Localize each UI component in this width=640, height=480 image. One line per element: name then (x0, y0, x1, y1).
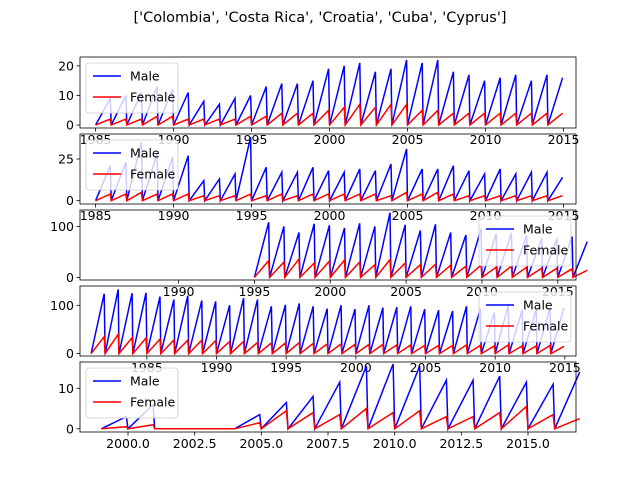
legend-label-male: Male (523, 222, 553, 237)
y-tick-label: 100 (50, 298, 74, 313)
series-line-female (101, 404, 580, 431)
x-tick-label: 1995 (236, 208, 268, 223)
legend-label-female: Female (130, 90, 176, 105)
x-tick-label: 2010 (479, 360, 511, 375)
legend-label-female: Female (523, 243, 569, 258)
legend: Male Female (478, 215, 572, 267)
x-tick-label: 2000.0 (106, 436, 150, 451)
x-tick-label: 2015 (549, 360, 581, 375)
axes-frame (79, 133, 577, 205)
legend-label-male: Male (130, 69, 160, 84)
series-line-female (90, 331, 565, 356)
x-tick-label: 2000 (314, 208, 346, 223)
axes-frame (79, 209, 577, 281)
subplot-costa-rica: 0 25 1985 1990 1995 2000 2005 2010 2015 Male Femal… (58, 133, 579, 223)
y-tick-label: 0 (66, 421, 74, 436)
legend-label-male: Male (130, 374, 160, 389)
legend-label-female: Female (130, 167, 176, 182)
x-tick-label: 1990 (163, 284, 195, 299)
y-tick-label: 10 (58, 381, 74, 396)
y-tick-label: 0 (66, 270, 74, 285)
x-tick-label: 2005 (390, 284, 422, 299)
y-tick-label: 0 (66, 193, 74, 208)
legend-label-male: Male (130, 146, 160, 161)
legend-label-male: Male (523, 298, 553, 313)
x-tick-label: 1995 (270, 360, 302, 375)
series-line-female (95, 102, 564, 128)
x-tick-label: 1995 (239, 284, 271, 299)
x-tick-label: 2005 (392, 132, 424, 147)
y-tick-label: 0 (66, 118, 74, 133)
x-tick-label: 2012.5 (439, 436, 483, 451)
series-line-female (253, 257, 588, 280)
legend: Male Female (85, 62, 179, 114)
legend-label-female: Female (523, 319, 569, 334)
axes-frame (79, 56, 577, 129)
x-tick-label: 2005.0 (239, 436, 283, 451)
x-tick-label: 2000 (314, 284, 346, 299)
x-tick-label: 2007.5 (306, 436, 350, 451)
y-tick-label: 20 (58, 58, 74, 73)
x-tick-label: 1985 (80, 208, 112, 223)
x-tick-label: 2010.0 (373, 436, 417, 451)
x-tick-label: 2010 (470, 132, 502, 147)
x-tick-label: 2015 (548, 132, 580, 147)
x-tick-label: 2002.5 (173, 436, 217, 451)
axes-frame (79, 285, 577, 357)
x-tick-label: 1990 (201, 360, 233, 375)
subplots: 0 10 20 1985 1990 1995 2000 2005 2010 2015 Male Fem… (50, 56, 588, 451)
y-tick-label: 10 (58, 88, 74, 103)
subplot-cyprus: 0 10 2000.0 2002.5 2005.0 2007.5 2010.0 2012.5 2… (58, 361, 581, 451)
x-tick-label: 2005 (392, 208, 424, 223)
x-tick-label: 1995 (236, 132, 268, 147)
y-tick-label: 25 (58, 152, 74, 167)
legend: Male Female (85, 139, 179, 191)
series-line-male (94, 137, 564, 204)
y-tick-label: 0 (66, 346, 74, 361)
legend: Male Female (85, 367, 179, 419)
figure-title: ['Colombia', 'Costa Rica', 'Croatia', 'C… (133, 10, 506, 26)
x-tick-label: 2000 (314, 132, 346, 147)
legend: Male Female (478, 291, 572, 343)
x-tick-label: 1990 (158, 208, 190, 223)
x-tick-label: 2015.0 (506, 436, 550, 451)
y-tick-label: 100 (50, 219, 74, 234)
legend-label-female: Female (130, 395, 176, 410)
series-line-female (95, 191, 563, 202)
